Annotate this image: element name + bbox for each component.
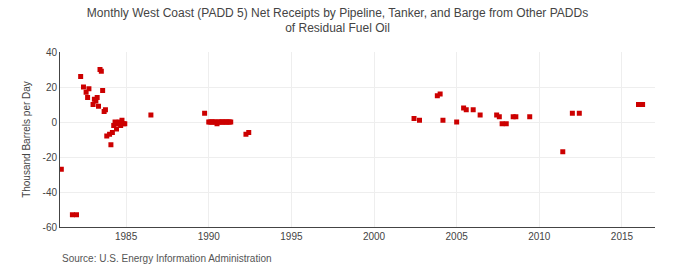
svg-text:2015: 2015 xyxy=(611,231,634,242)
svg-text:-40: -40 xyxy=(43,187,58,198)
svg-text:2005: 2005 xyxy=(446,231,469,242)
svg-text:20: 20 xyxy=(46,82,58,93)
svg-text:2000: 2000 xyxy=(363,231,386,242)
svg-text:Thousand Barrels per Day: Thousand Barrels per Day xyxy=(21,81,32,198)
svg-text:Monthly West Coast (PADD 5) Ne: Monthly West Coast (PADD 5) Net Receipts… xyxy=(87,6,588,36)
svg-text:1995: 1995 xyxy=(280,231,303,242)
svg-text:-20: -20 xyxy=(43,152,58,163)
svg-text:40: 40 xyxy=(46,47,58,58)
svg-text:2010: 2010 xyxy=(528,231,551,242)
svg-text:-60: -60 xyxy=(43,222,58,233)
svg-text:1990: 1990 xyxy=(198,231,221,242)
svg-text:Source: U.S. Energy Informatio: Source: U.S. Energy Information Administ… xyxy=(62,253,272,264)
svg-text:1985: 1985 xyxy=(115,231,138,242)
svg-text:0: 0 xyxy=(51,117,57,128)
